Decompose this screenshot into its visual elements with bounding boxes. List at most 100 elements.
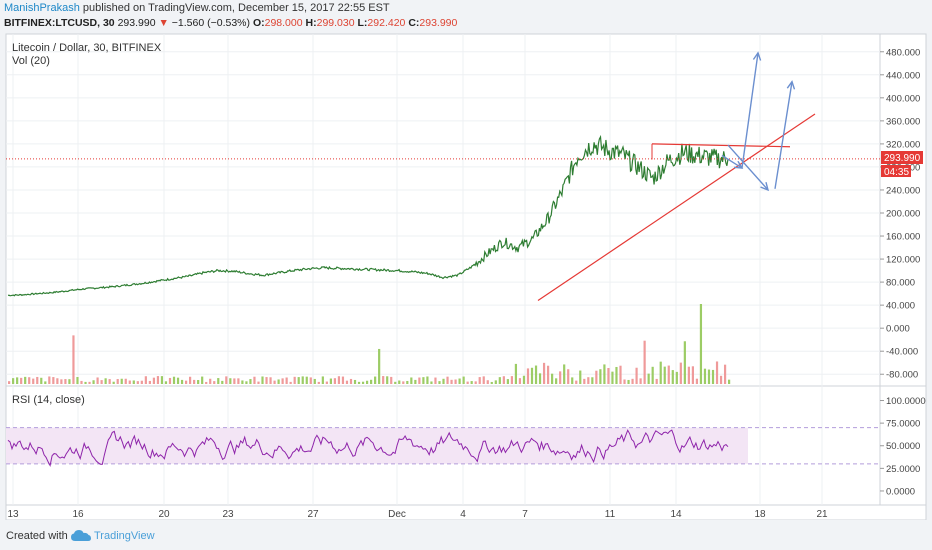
countdown-badge: [881, 165, 911, 177]
volume-bar: [422, 377, 425, 384]
author-link[interactable]: ManishPrakash: [4, 2, 80, 14]
volume-bar: [526, 368, 530, 384]
last-price: 293.990: [117, 17, 156, 29]
volume-bar: [518, 378, 522, 384]
volume-bar: [498, 377, 501, 384]
low-label: L:: [357, 17, 368, 29]
time-tick-label: 20: [158, 509, 170, 520]
volume-bar: [687, 366, 690, 384]
price-tick-label: 240.000: [886, 185, 920, 196]
volume-bar: [357, 381, 361, 384]
tradingview-brand-link[interactable]: TradingView: [94, 530, 155, 542]
price-tick-label: 400.000: [886, 93, 920, 104]
volume-bar: [180, 379, 184, 384]
volume-bar: [695, 378, 699, 384]
volume-bar: [28, 377, 31, 384]
volume-bar: [466, 381, 469, 384]
volume-bar: [293, 376, 296, 384]
volume-bar: [201, 376, 204, 384]
volume-bar: [458, 378, 461, 384]
footer: Created with TradingView: [0, 524, 932, 550]
volume-bar: [12, 378, 15, 384]
volume-bar: [80, 380, 83, 384]
volume-bar: [522, 375, 526, 384]
volume-bar: [534, 365, 538, 384]
volume-bar: [567, 369, 570, 384]
trend-drawings: [6, 51, 880, 302]
volume-bar: [703, 368, 707, 384]
price-tick-label: -40.000: [886, 347, 918, 358]
volume-bar: [189, 376, 192, 384]
volume-bar: [297, 377, 300, 384]
volume-bar: [442, 378, 445, 384]
volume-bar: [68, 379, 71, 384]
volume-bar: [663, 366, 666, 384]
volume-bar: [120, 378, 123, 384]
high-value: 299.030: [316, 17, 355, 29]
volume-bar: [132, 380, 135, 384]
time-tick-label: 18: [754, 509, 766, 520]
volume-bar: [707, 369, 711, 384]
volume-bar: [76, 377, 79, 384]
volume-bar: [144, 376, 147, 384]
open-label: O:: [252, 17, 265, 29]
volume-bar: [325, 381, 328, 384]
volume-bar: [386, 376, 389, 384]
volume-bar: [619, 365, 622, 384]
volume-bar: [337, 376, 341, 384]
volume-title: Vol (20): [12, 55, 50, 67]
volume-bar: [398, 380, 401, 384]
volume-bar: [378, 348, 381, 384]
volume-bar: [317, 381, 320, 384]
volume-bar: [462, 376, 465, 384]
volume-bar: [683, 341, 686, 384]
volume-bar: [60, 379, 63, 384]
volume-bar: [454, 379, 457, 384]
volume-bar: [382, 376, 385, 384]
volume-bar: [229, 378, 232, 384]
volume-bar: [20, 377, 23, 384]
chart-svg[interactable]: 480.000440.000400.000360.000320.000280.0…: [0, 0, 932, 520]
volume-bar: [361, 381, 365, 384]
volume-bar: [329, 378, 332, 384]
volume-bar: [446, 376, 449, 384]
volume-bar: [418, 377, 421, 384]
volume-bar: [402, 381, 405, 384]
volume-bar: [313, 378, 316, 384]
volume-bar: [728, 379, 731, 384]
price-line: [7, 134, 729, 297]
volume-bar: [611, 371, 614, 384]
volume-bar: [542, 362, 546, 384]
arrow-down-short: [721, 154, 743, 169]
volume-bar: [333, 378, 337, 384]
rsi-line: [7, 429, 729, 467]
volume-bar: [16, 377, 19, 384]
volume-bar: [88, 381, 91, 384]
volume-bar: [599, 369, 602, 384]
volume-bar: [655, 378, 658, 384]
volume-bar: [719, 375, 723, 384]
volume-bar: [643, 340, 646, 384]
volume-bar: [530, 367, 534, 384]
volume-bar: [168, 377, 172, 384]
volume-bar: [176, 377, 180, 384]
price-tick-label: 160.000: [886, 232, 920, 243]
rsi-tick-label: 50.0000: [886, 441, 920, 452]
volume-bar: [245, 381, 248, 384]
volume-bar: [225, 376, 228, 384]
volume-bar: [128, 380, 131, 384]
rsi-title: RSI (14, close): [12, 394, 85, 406]
open-value: 298.000: [264, 17, 303, 29]
publish-line: ManishPrakash published on TradingView.c…: [4, 2, 390, 14]
volume-bar: [563, 364, 566, 384]
volume-bar: [595, 370, 598, 384]
volume-bar: [345, 380, 349, 384]
time-tick-label: 23: [222, 509, 234, 520]
volume-bar: [623, 379, 626, 384]
change-value: −1.560 (−0.53%): [171, 17, 251, 29]
price-tick-label: 40.000: [886, 301, 915, 312]
arrow-down-long: [727, 144, 769, 191]
rsi-tick-label: 0.0000: [886, 486, 915, 497]
volume-bar: [591, 377, 594, 384]
volume-bar: [450, 379, 453, 384]
